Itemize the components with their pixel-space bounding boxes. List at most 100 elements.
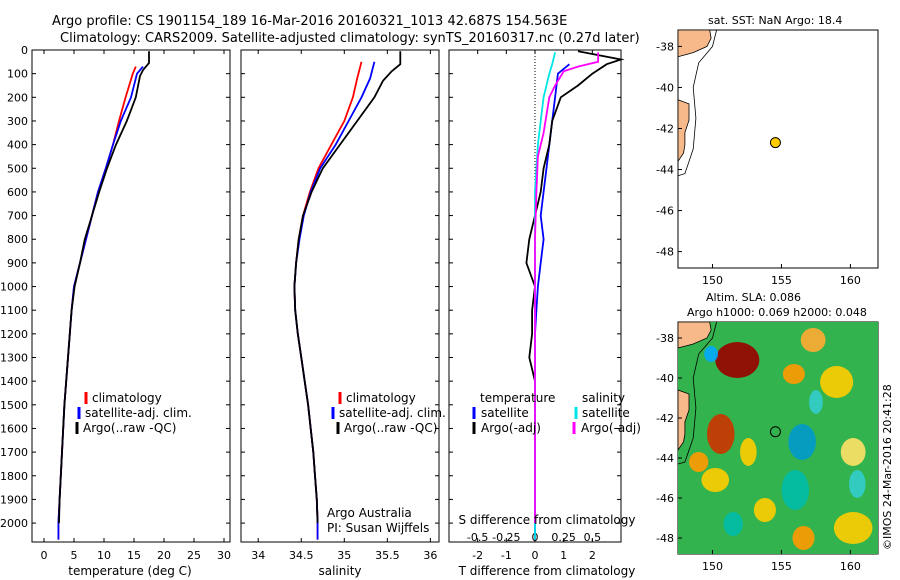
sla-anomaly-blob — [833, 512, 873, 544]
depth-tick-label: 100 — [7, 68, 28, 81]
legend-label-s-argo: Argo(-adj) — [581, 421, 641, 435]
depth-tick-label: 1100 — [0, 304, 28, 317]
salinity-panel — [240, 49, 440, 543]
land-mainland — [677, 29, 712, 58]
t-diff-tick-label: 2 — [589, 549, 596, 562]
argo-float-marker — [769, 137, 781, 149]
lon-tick-label: 155 — [771, 274, 792, 287]
temperature-legend: climatology satellite-adj. clim. Argo(..… — [75, 391, 192, 435]
depth-tick-label: 0 — [21, 44, 28, 57]
salinity-plot: 34 34.5 35 35.5 36 — [241, 49, 439, 562]
series-line-argo-raw-qc- — [293, 51, 402, 524]
land-tasmania — [677, 99, 690, 163]
sla-anomaly-blob — [792, 526, 815, 550]
lat-tick-label: -48 — [656, 246, 674, 259]
depth-tick-label: 1000 — [0, 281, 28, 294]
s-diff-axis-label: S difference from climatology — [459, 513, 636, 527]
t-diff-tick-label: 0 — [532, 549, 539, 562]
shelf-contour — [677, 29, 717, 177]
depth-tick-label: 800 — [7, 233, 28, 246]
lon-tick-label: 160 — [840, 274, 861, 287]
sla-anomaly-blob — [840, 438, 866, 466]
depth-tick-label: 700 — [7, 210, 28, 223]
sst-map-title: sat. SST: NaN Argo: 18.4 — [708, 14, 842, 27]
salinity-tick-label: 35 — [337, 549, 351, 562]
lat-tick-label: -42 — [656, 122, 674, 135]
temperature-tick-label: 30 — [217, 549, 231, 562]
sla-anomaly-blob — [782, 364, 805, 384]
lat-tick-label: -40 — [656, 81, 674, 94]
legend-title-salinity: salinity — [582, 391, 625, 405]
temperature-plot: 0 5 10 15 20 25 30 — [32, 49, 231, 562]
legend-label-argo: Argo(..raw -QC) — [344, 421, 437, 435]
lat-tick-label: -38 — [656, 40, 674, 53]
legend-label-satellite: satellite-adj. clim. — [339, 406, 446, 420]
temperature-tick-label: 15 — [127, 549, 141, 562]
legend-label-satellite: satellite-adj. clim. — [85, 406, 192, 420]
s-diff-tick-label: 0.5 — [584, 531, 602, 544]
sla-anomaly-blob — [701, 468, 730, 492]
depth-tick-label: 600 — [7, 186, 28, 199]
sla-anomaly-blob — [723, 512, 743, 536]
temperature-tick-label: 10 — [97, 549, 111, 562]
legend-title-temperature: temperature — [480, 391, 555, 405]
depth-tick-label: 1600 — [0, 422, 28, 435]
sla-anomaly-blob — [820, 366, 854, 398]
land-tasmania — [677, 389, 690, 452]
depth-tick-label: 300 — [7, 115, 28, 128]
temperature-tick-label: 20 — [157, 549, 171, 562]
temperature-tick-label: 0 — [41, 549, 48, 562]
sla-anomaly-blob — [704, 346, 718, 362]
legend-label-argo: Argo(..raw -QC) — [83, 421, 176, 435]
sla-anomaly-blob — [706, 414, 735, 454]
lat-tick-label: -46 — [656, 492, 674, 505]
depth-tick-label: 2000 — [0, 517, 28, 530]
depth-tick-label: 1900 — [0, 493, 28, 506]
sla-map-title-1: Altim. SLA: 0.086 — [706, 291, 801, 304]
lat-tick-label: -46 — [656, 205, 674, 218]
lon-tick-label: 155 — [771, 560, 792, 573]
sla-anomaly-blob — [689, 452, 709, 472]
salinity-tick-label: 34 — [251, 549, 265, 562]
temperature-tick-label: 25 — [187, 549, 201, 562]
salinity-tick-label: 36 — [423, 549, 437, 562]
salinity-tick-label: 34.5 — [289, 549, 314, 562]
sla-anomaly-blob — [781, 470, 810, 510]
t-diff-tick-label: -2 — [472, 549, 483, 562]
temperature-panel — [31, 49, 231, 543]
depth-tick-label: 900 — [7, 257, 28, 270]
sla-anomaly-blob — [788, 424, 816, 460]
lon-tick-label: 150 — [702, 560, 723, 573]
series-line-argo-raw-qc- — [58, 51, 150, 524]
t-diff-tick-label: -1 — [501, 549, 512, 562]
shelf-contour — [677, 321, 717, 465]
salinity-legend: climatology satellite-adj. clim. Argo(..… — [331, 391, 446, 435]
depth-tick-label: 1300 — [0, 352, 28, 365]
annotation-pi: PI: Susan Wijffels — [327, 521, 429, 535]
salinity-axis-label: salinity — [318, 564, 361, 578]
difference-legend-temperature: temperature satellite Argo(-adj) — [472, 391, 555, 435]
depth-tick-label: 200 — [7, 91, 28, 104]
legend-label-climatology: climatology — [346, 391, 416, 405]
depth-tick-label: 1700 — [0, 446, 28, 459]
depth-tick-label: 1500 — [0, 399, 28, 412]
difference-plot: -2 -1 0 1 2-0.5 -0.25 0 0.25 0.5 — [449, 49, 625, 562]
lat-tick-label: -44 — [656, 452, 674, 465]
depth-tick-label: 1800 — [0, 470, 28, 483]
sla-anomaly-blob — [715, 342, 760, 378]
depth-tick-label: 1400 — [0, 375, 28, 388]
depth-axis-labels: 0 100 200 300 400 500 600 700 800 900 1000 1100 1200… — [0, 44, 28, 530]
lat-tick-label: -38 — [656, 332, 674, 345]
argo-float-marker — [769, 426, 781, 438]
lon-tick-label: 150 — [702, 274, 723, 287]
lat-tick-label: -42 — [656, 412, 674, 425]
lat-tick-label: -44 — [656, 164, 674, 177]
imos-stamp: ©IMOS 24-Mar-2016 20:41:28 — [881, 384, 894, 550]
legend-label-t-argo: Argo(-adj) — [481, 421, 541, 435]
temperature-tick-label: 5 — [71, 549, 78, 562]
s-diff-tick-label: -0.5 — [467, 531, 488, 544]
annotation-argo-australia: Argo Australia — [327, 506, 412, 520]
legend-label-t-satellite: satellite — [481, 406, 529, 420]
sla-map: 150 155 160 -38 -40 -42 -44 -46 -48 — [656, 321, 878, 573]
